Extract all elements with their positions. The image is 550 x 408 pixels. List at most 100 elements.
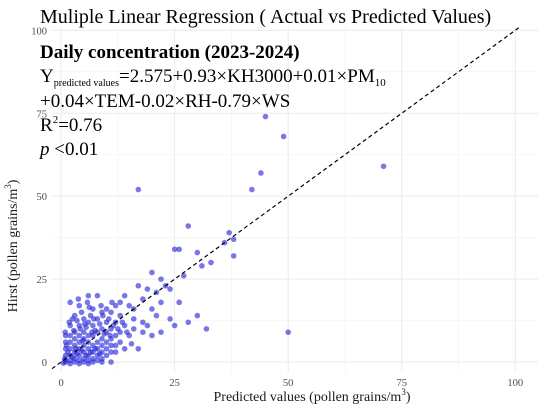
data-point bbox=[140, 296, 146, 302]
data-point bbox=[99, 336, 105, 342]
data-point bbox=[262, 113, 269, 120]
regression-equation-line1: Ypredicted values=2.575+0.93×KH3000+0.01… bbox=[40, 66, 386, 89]
r-squared-r: R bbox=[40, 115, 53, 136]
data-point bbox=[92, 345, 98, 352]
data-point bbox=[112, 332, 119, 339]
chart-title: Muliple Linear Regression ( Actual vs Pr… bbox=[40, 6, 491, 28]
data-point bbox=[85, 360, 92, 367]
annotation-block: Daily concentration (2023-2024) Ypredict… bbox=[38, 42, 386, 160]
data-point bbox=[121, 345, 128, 352]
data-point bbox=[140, 329, 146, 335]
data-point bbox=[208, 259, 214, 266]
data-point bbox=[140, 319, 146, 326]
r-squared-value: =0.76 bbox=[58, 115, 102, 136]
data-point bbox=[176, 246, 182, 253]
data-point bbox=[103, 339, 110, 345]
data-point bbox=[135, 282, 142, 289]
data-point bbox=[280, 133, 287, 140]
data-point bbox=[66, 319, 73, 326]
data-point bbox=[185, 223, 192, 229]
data-point bbox=[117, 299, 123, 306]
data-point bbox=[74, 350, 80, 357]
data-point bbox=[99, 342, 105, 349]
p-value-p: p bbox=[38, 139, 50, 160]
data-point bbox=[130, 326, 137, 332]
data-point bbox=[100, 312, 106, 319]
equation-y-subscript: predicted values bbox=[54, 78, 119, 89]
identity-reference-line bbox=[51, 26, 521, 370]
equation-y: Y bbox=[40, 66, 54, 87]
data-point bbox=[67, 360, 73, 367]
data-point bbox=[67, 332, 73, 339]
data-point bbox=[126, 302, 133, 309]
grid bbox=[52, 27, 538, 372]
x-axis-label: Predicted values (pollen grains/m3) bbox=[214, 387, 411, 405]
regression-equation-line2: +0.04×TEM-0.02×RH-0.79×WS bbox=[40, 91, 290, 112]
data-point bbox=[98, 302, 104, 309]
data-point bbox=[115, 326, 121, 332]
data-point bbox=[78, 347, 85, 354]
data-point bbox=[103, 345, 110, 352]
data-point bbox=[130, 316, 137, 322]
data-point bbox=[80, 359, 87, 365]
data-point bbox=[76, 360, 83, 367]
data-point bbox=[71, 327, 77, 334]
data-point bbox=[158, 329, 164, 335]
data-point bbox=[109, 299, 115, 306]
data-point bbox=[112, 302, 119, 309]
data-point bbox=[128, 341, 135, 347]
data-point bbox=[180, 272, 187, 279]
y-tick-label: 100 bbox=[31, 26, 47, 37]
data-point bbox=[285, 329, 291, 335]
x-axis-label-tail: ) bbox=[406, 390, 411, 405]
annotation-heading: Daily concentration (2023-2024) bbox=[40, 42, 300, 63]
y-tick-label: 75 bbox=[37, 109, 48, 120]
data-point bbox=[203, 326, 210, 332]
data-point bbox=[144, 322, 151, 329]
data-point bbox=[112, 342, 119, 349]
x-tick-label: 75 bbox=[396, 378, 407, 389]
data-point bbox=[108, 349, 114, 355]
data-point bbox=[86, 304, 93, 311]
data-point bbox=[74, 317, 80, 324]
data-point bbox=[108, 342, 114, 349]
data-point bbox=[167, 286, 173, 292]
y-axis-label-main: Hirst (pollen grains/m bbox=[6, 189, 21, 313]
tick-labels: 0 25 50 75 100 0 25 50 75 100 bbox=[31, 26, 523, 389]
data-point bbox=[63, 342, 70, 349]
data-point bbox=[94, 339, 101, 345]
data-point bbox=[158, 276, 164, 282]
data-point bbox=[67, 299, 73, 306]
r-squared: R2=0.76 bbox=[40, 114, 102, 136]
data-point bbox=[80, 329, 87, 335]
equation-terms-1: =2.575+0.93×KH3000+0.01×PM bbox=[119, 66, 375, 87]
data-point bbox=[105, 316, 112, 322]
y-axis-label: Hirst (pollen grains/m3) bbox=[3, 179, 21, 312]
data-point bbox=[81, 321, 88, 327]
data-point bbox=[71, 336, 78, 342]
y-tick-label: 25 bbox=[37, 275, 48, 286]
y-axis-label-sup: 3 bbox=[3, 184, 13, 189]
x-tick-label: 50 bbox=[283, 378, 294, 389]
data-point bbox=[85, 332, 92, 339]
data-point bbox=[199, 263, 205, 269]
data-point bbox=[90, 322, 96, 329]
data-point bbox=[80, 316, 87, 322]
data-point bbox=[62, 329, 68, 335]
data-point bbox=[76, 332, 83, 339]
data-point bbox=[89, 329, 95, 335]
data-point bbox=[108, 309, 114, 316]
data-point bbox=[78, 309, 85, 316]
data-point bbox=[230, 236, 237, 243]
x-tick-label: 100 bbox=[507, 378, 523, 389]
y-tick-label: 50 bbox=[37, 192, 48, 203]
data-point bbox=[121, 292, 128, 299]
data-point bbox=[230, 253, 237, 259]
data-point bbox=[171, 322, 178, 329]
data-point bbox=[71, 359, 78, 365]
data-point bbox=[77, 326, 83, 332]
data-point bbox=[90, 359, 96, 365]
data-point bbox=[99, 359, 105, 365]
